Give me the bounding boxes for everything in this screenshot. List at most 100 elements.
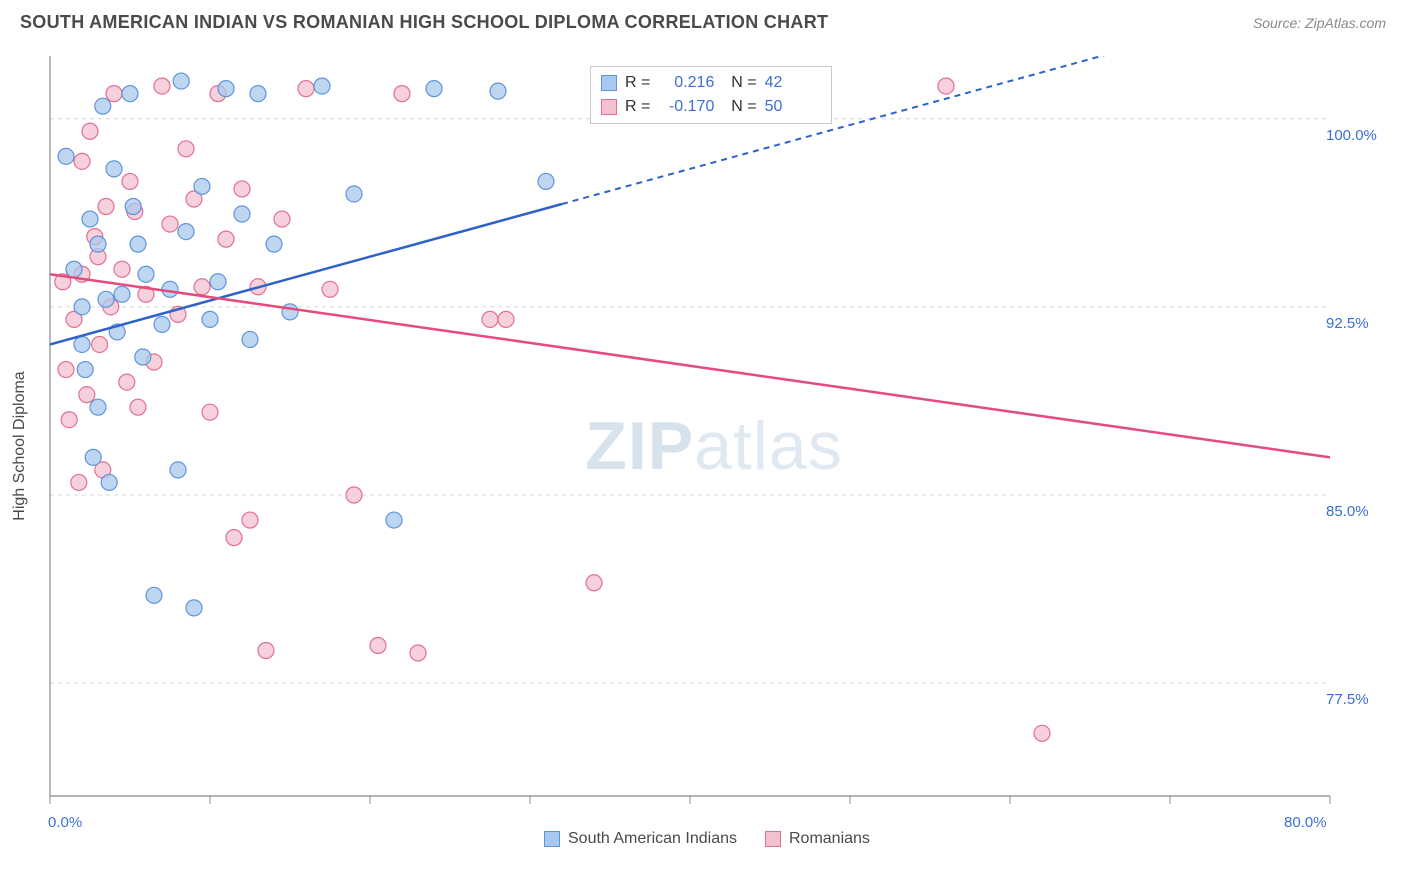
scatter-point	[298, 81, 314, 97]
scatter-point	[194, 279, 210, 295]
scatter-point	[119, 374, 135, 390]
legend-r-value: 0.216	[658, 74, 714, 92]
x-tick-label: 80.0%	[1284, 814, 1327, 831]
legend-swatch	[544, 831, 560, 847]
scatter-point	[114, 261, 130, 277]
scatter-point	[66, 261, 82, 277]
scatter-point	[250, 86, 266, 102]
scatter-point	[386, 512, 402, 528]
legend-n-value: 42	[765, 74, 821, 92]
scatter-point	[92, 336, 108, 352]
scatter-point	[218, 81, 234, 97]
scatter-point	[85, 449, 101, 465]
scatter-point	[90, 399, 106, 415]
series-legend: South American Indians Romanians	[544, 830, 870, 848]
y-tick-label: 92.5%	[1326, 315, 1369, 332]
scatter-point	[274, 211, 290, 227]
correlation-legend: R =0.216 N =42R =-0.170 N =50	[590, 66, 832, 124]
scatter-point	[202, 404, 218, 420]
y-tick-label: 77.5%	[1326, 691, 1369, 708]
y-tick-label: 85.0%	[1326, 503, 1369, 520]
x-tick-label: 0.0%	[48, 814, 82, 831]
header: SOUTH AMERICAN INDIAN VS ROMANIAN HIGH S…	[0, 0, 1406, 41]
scatter-point	[173, 73, 189, 89]
scatter-point	[482, 311, 498, 327]
scatter-point	[114, 286, 130, 302]
y-axis-label: High School Diploma	[11, 371, 29, 520]
trend-line	[50, 274, 1330, 457]
scatter-point	[122, 86, 138, 102]
scatter-point	[938, 78, 954, 94]
scatter-point	[586, 575, 602, 591]
scatter-chart	[44, 56, 1390, 856]
scatter-point	[426, 81, 442, 97]
scatter-point	[122, 173, 138, 189]
scatter-point	[74, 153, 90, 169]
legend-n-label: N =	[722, 98, 756, 116]
scatter-point	[170, 462, 186, 478]
legend-swatch	[601, 75, 617, 91]
legend-n-label: N =	[722, 74, 756, 92]
scatter-point	[346, 186, 362, 202]
scatter-point	[234, 206, 250, 222]
scatter-point	[98, 291, 114, 307]
scatter-point	[410, 645, 426, 661]
legend-r-label: R =	[625, 98, 650, 116]
scatter-point	[74, 336, 90, 352]
scatter-point	[130, 236, 146, 252]
series-legend-label: Romanians	[789, 830, 870, 848]
scatter-point	[106, 86, 122, 102]
chart-container: High School Diploma ZIPatlas R =0.216 N …	[44, 56, 1384, 836]
scatter-point	[218, 231, 234, 247]
scatter-point	[130, 399, 146, 415]
scatter-point	[322, 281, 338, 297]
legend-r-value: -0.170	[658, 98, 714, 116]
scatter-point	[282, 304, 298, 320]
scatter-point	[154, 78, 170, 94]
scatter-point	[95, 98, 111, 114]
scatter-point	[242, 512, 258, 528]
scatter-point	[74, 299, 90, 315]
legend-r-label: R =	[625, 74, 650, 92]
scatter-point	[226, 530, 242, 546]
scatter-point	[77, 362, 93, 378]
series-legend-item: Romanians	[765, 830, 870, 848]
scatter-point	[98, 199, 114, 215]
scatter-point	[135, 349, 151, 365]
chart-title: SOUTH AMERICAN INDIAN VS ROMANIAN HIGH S…	[20, 12, 828, 33]
series-legend-label: South American Indians	[568, 830, 737, 848]
source-attribution: Source: ZipAtlas.com	[1253, 15, 1386, 31]
scatter-point	[90, 236, 106, 252]
scatter-point	[1034, 725, 1050, 741]
scatter-point	[82, 211, 98, 227]
scatter-point	[394, 86, 410, 102]
scatter-point	[210, 274, 226, 290]
scatter-point	[266, 236, 282, 252]
scatter-point	[498, 311, 514, 327]
scatter-point	[154, 316, 170, 332]
scatter-point	[186, 600, 202, 616]
scatter-point	[178, 141, 194, 157]
legend-swatch	[601, 99, 617, 115]
scatter-point	[314, 78, 330, 94]
scatter-point	[162, 281, 178, 297]
scatter-point	[106, 161, 122, 177]
scatter-point	[194, 178, 210, 194]
scatter-point	[58, 148, 74, 164]
scatter-point	[162, 216, 178, 232]
y-tick-label: 100.0%	[1326, 127, 1377, 144]
scatter-point	[370, 637, 386, 653]
scatter-point	[202, 311, 218, 327]
series-legend-item: South American Indians	[544, 830, 737, 848]
scatter-point	[58, 362, 74, 378]
scatter-point	[258, 643, 274, 659]
legend-row: R = 0.216 N = 42	[601, 71, 821, 95]
scatter-point	[125, 199, 141, 215]
scatter-point	[178, 224, 194, 240]
scatter-point	[61, 412, 77, 428]
scatter-point	[490, 83, 506, 99]
scatter-point	[346, 487, 362, 503]
scatter-point	[146, 587, 162, 603]
scatter-point	[234, 181, 250, 197]
scatter-point	[79, 387, 95, 403]
